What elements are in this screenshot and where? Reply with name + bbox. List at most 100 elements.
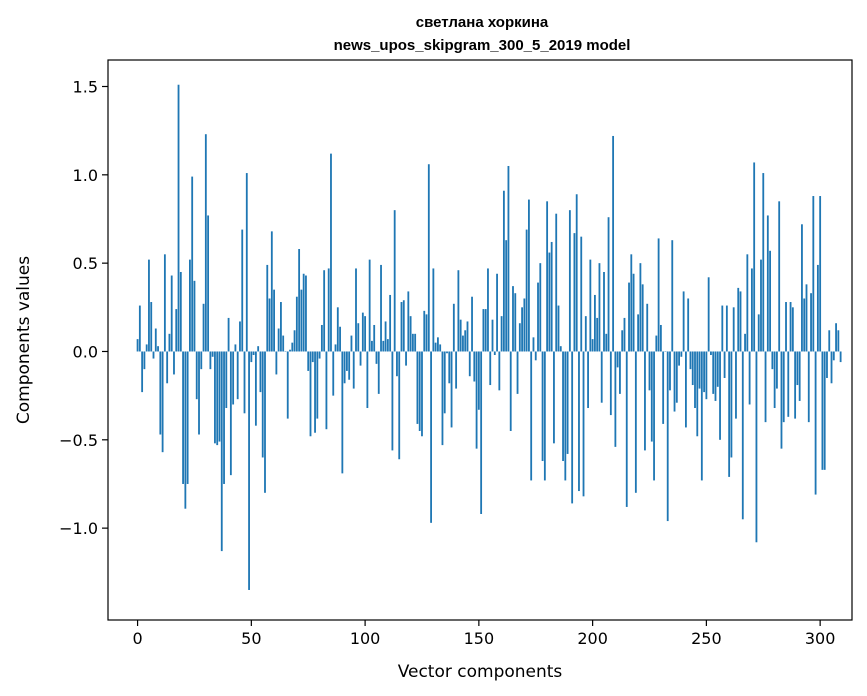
bar-component-187 (562, 351, 564, 462)
y-tick-label: 0.5 (73, 254, 98, 273)
bar-component-140 (455, 351, 458, 389)
bar-component-44 (236, 351, 239, 400)
bar-component-95 (352, 351, 355, 389)
x-tick-label: 150 (464, 629, 495, 648)
bar-component-230 (659, 324, 662, 352)
x-tick-label: 250 (691, 629, 722, 648)
bar-component-243 (689, 351, 692, 370)
bar-component-224 (646, 303, 649, 352)
bar-component-94 (350, 335, 353, 352)
bar-component-23 (189, 259, 191, 352)
bar-component-38 (223, 351, 225, 484)
bar-component-222 (641, 284, 644, 352)
bar-component-223 (644, 351, 646, 451)
bar-component-191 (571, 351, 574, 504)
bar-component-74 (305, 275, 307, 352)
bar-component-180 (546, 201, 549, 352)
bar-component-14 (168, 333, 171, 352)
bar-component-99 (361, 312, 364, 352)
bar-component-9 (157, 346, 159, 352)
bar-component-31 (207, 215, 210, 352)
bar-component-168 (518, 323, 521, 352)
bar-component-152 (482, 309, 485, 352)
bar-component-301 (821, 351, 824, 470)
bar-component-11 (161, 351, 164, 453)
bar-component-17 (175, 309, 178, 352)
bar-component-246 (696, 351, 699, 437)
x-tick-label: 50 (241, 629, 261, 648)
bar-component-217 (630, 254, 633, 352)
bar-component-265 (739, 291, 742, 352)
bar-component-32 (209, 351, 212, 370)
bar-component-79 (316, 351, 319, 419)
bar-component-201 (593, 294, 596, 352)
bar-component-248 (700, 351, 703, 481)
bar-component-104 (373, 324, 376, 352)
bar-component-271 (753, 162, 756, 352)
bar-component-215 (625, 351, 628, 507)
bar-component-214 (623, 317, 626, 352)
bar-component-219 (634, 351, 637, 493)
bar-component-47 (243, 351, 246, 414)
bar-component-255 (716, 351, 719, 387)
bar-component-306 (832, 351, 835, 361)
bar-component-236 (673, 351, 676, 412)
bar-component-61 (275, 351, 278, 375)
bar-component-29 (202, 303, 205, 352)
bar-component-158 (496, 273, 498, 352)
bar-component-73 (302, 273, 305, 352)
bar-component-50 (250, 351, 253, 363)
bar-component-280 (773, 351, 776, 409)
bar-component-63 (280, 302, 282, 352)
bar-component-144 (464, 330, 467, 352)
bar-component-92 (345, 351, 348, 371)
bar-component-136 (446, 351, 448, 354)
bar-component-56 (264, 351, 266, 493)
bar-component-234 (669, 351, 671, 391)
bar-component-66 (286, 351, 289, 419)
bar-component-297 (812, 196, 815, 352)
bar-component-177 (539, 263, 542, 352)
bar-component-16 (173, 351, 175, 375)
bar-component-121 (411, 333, 414, 352)
bar-component-176 (537, 282, 539, 352)
bar-component-189 (566, 351, 569, 454)
bar-component-54 (259, 351, 262, 393)
y-tick-label: 1.5 (73, 77, 98, 96)
x-axis-ticks: 0 50 100 150 200 250 300 (132, 620, 835, 648)
bar-component-273 (757, 314, 760, 352)
bar-component-165 (512, 286, 514, 352)
bar-component-302 (823, 351, 826, 470)
bar-component-205 (603, 271, 605, 352)
bar-component-89 (339, 326, 341, 352)
bar-component-129 (430, 351, 432, 523)
bar-component-298 (814, 351, 817, 495)
bar-component-231 (662, 351, 665, 424)
y-axis-ticks: −1.0 −0.5 0.0 0.5 1.0 1.5 (59, 77, 108, 538)
bar-component-70 (295, 296, 298, 352)
bar-component-178 (541, 351, 544, 462)
bar-component-0 (136, 339, 139, 352)
bar-component-159 (498, 351, 501, 391)
y-tick-label: 1.0 (73, 166, 98, 185)
x-axis-label: Vector components (398, 662, 563, 682)
bar-component-274 (760, 259, 762, 352)
bar-component-204 (600, 351, 603, 403)
x-tick-label: 200 (577, 629, 608, 648)
bar-component-150 (477, 351, 480, 410)
bar-component-80 (318, 351, 321, 359)
bar-component-59 (270, 231, 273, 352)
bar-component-209 (612, 135, 615, 352)
y-tick-label: −0.5 (59, 431, 98, 450)
bar-component-245 (694, 351, 696, 409)
bar-component-184 (555, 213, 558, 352)
bar-component-53 (257, 346, 260, 352)
bar-component-268 (746, 254, 749, 352)
bar-component-27 (198, 351, 200, 435)
bar-component-15 (170, 275, 173, 352)
bar-component-195 (580, 236, 583, 352)
bar-component-259 (725, 305, 728, 352)
bar-component-303 (826, 351, 828, 378)
bar-component-52 (254, 351, 257, 426)
bar-component-288 (791, 307, 794, 352)
